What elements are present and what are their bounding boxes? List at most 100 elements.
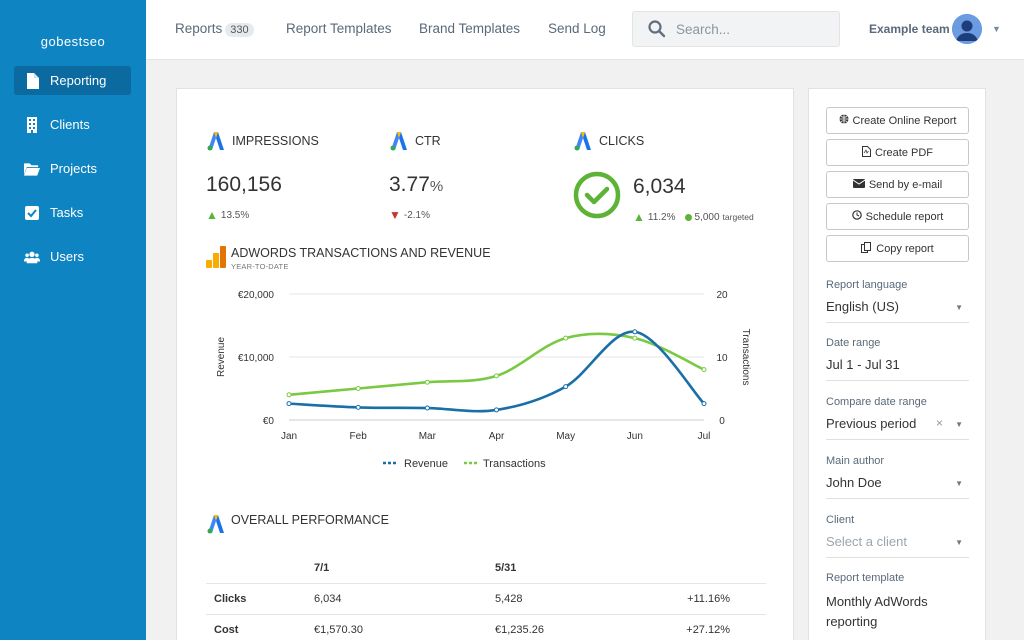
create-pdf-button[interactable]: Create PDF (826, 139, 969, 166)
main-author-select[interactable]: John Doe ▼ (826, 475, 969, 499)
x-tick-label: May (556, 431, 575, 442)
sidebar: gobestseo Reporting Clients Projects Tas… (0, 0, 146, 640)
x-tick-label: Jan (281, 431, 297, 442)
sidebar-nav: Reporting Clients Projects Tasks Users (14, 66, 131, 286)
clear-icon[interactable]: × (935, 416, 943, 430)
report-template-value[interactable]: Monthly AdWords reporting (826, 594, 928, 629)
report-template-field: Report template Monthly AdWords reportin… (826, 572, 969, 632)
sidebar-item-label: Reporting (50, 73, 107, 88)
chevron-down-icon: ▼ (955, 538, 963, 547)
sidebar-item-clients[interactable]: Clients (14, 110, 131, 139)
transactions-point (494, 373, 499, 379)
revenue-line (288, 330, 705, 413)
legend-label: Transactions (483, 458, 546, 470)
tab-reports[interactable]: Reports 330 (175, 21, 254, 37)
revenue-point (701, 401, 707, 407)
y2-axis-label: Transactions (740, 329, 751, 386)
field-placeholder: Select a client (826, 534, 907, 549)
copy-report-button[interactable]: Copy report (826, 235, 969, 262)
row-label: Clicks (206, 582, 314, 614)
field-label: Report template (826, 572, 905, 584)
performance-table: 7/1 5/31 Clicks 6,034 5,428 +11.16% Cost… (206, 553, 766, 640)
transactions-point (286, 392, 292, 398)
reports-count-badge: 330 (225, 23, 254, 37)
cell-value: 6,034 (314, 582, 495, 614)
revenue-point (424, 405, 430, 411)
search-icon (648, 20, 666, 38)
table-header: 7/1 (314, 561, 330, 574)
revenue-point (355, 404, 361, 410)
metric-change: -2.1% (403, 209, 431, 221)
sidebar-item-label: Clients (50, 117, 90, 132)
metric-change: 13.5% (220, 209, 250, 221)
sidebar-item-tasks[interactable]: Tasks (14, 198, 131, 227)
report-settings-panel: Create Online Report Create PDF Send by … (808, 88, 986, 640)
compare-date-range-select[interactable]: Previous period × ▼ (826, 416, 969, 440)
revenue-point (632, 329, 638, 335)
users-icon (24, 249, 40, 265)
field-label: Compare date range (826, 396, 927, 408)
button-label: Send by e-mail (868, 178, 943, 191)
tab-brand-templates[interactable]: Brand Templates (419, 21, 521, 36)
button-label: Schedule report (865, 210, 944, 223)
x-tick-label: Jun (627, 431, 643, 442)
globe-icon (839, 114, 849, 127)
metric-ctr: CTR 3.77% ▼ -2.1% (389, 131, 443, 222)
send-by-email-button[interactable]: Send by e-mail (826, 171, 969, 198)
report-language-field: Report language English (US) ▼ (826, 279, 969, 323)
schedule-report-button[interactable]: Schedule report (826, 203, 969, 230)
metric-value: 3.77 (389, 173, 430, 196)
field-value: Previous period (826, 416, 917, 431)
x-tick-label: Jul (698, 431, 711, 442)
report-language-select[interactable]: English (US) ▼ (826, 299, 969, 323)
field-value: English (US) (826, 299, 899, 314)
cell-value: €1,570.30 (314, 613, 495, 640)
table-header-row: 7/1 5/31 (206, 553, 766, 583)
chevron-down-icon: ▼ (955, 420, 963, 429)
team-name[interactable]: Example team (869, 22, 950, 36)
date-range-field: Date range Jul 1 - Jul 31 (826, 337, 969, 381)
sidebar-item-label: Projects (50, 161, 97, 176)
metric-change: 11.2% (647, 211, 676, 223)
cell-value: 5,428 (495, 582, 665, 614)
tab-send-log[interactable]: Send Log (548, 21, 606, 36)
report-panel: IMPRESSIONS 160,156 ▲ 13.5% CTR 3.77% ▼ -2… (176, 88, 794, 640)
chevron-down-icon: ▼ (955, 479, 963, 488)
sidebar-item-users[interactable]: Users (14, 242, 131, 271)
target-dot-icon (684, 213, 692, 221)
sidebar-item-label: Tasks (50, 205, 84, 220)
button-label: Create PDF (874, 146, 934, 159)
target-label: targeted (722, 212, 754, 222)
transactions-title: ADWORDS TRANSACTIONS AND REVENUE (231, 246, 491, 260)
cell-change: +27.12% (665, 613, 766, 640)
cell-change: +11.16% (665, 582, 766, 614)
tab-report-templates[interactable]: Report Templates (286, 21, 392, 36)
date-range-input[interactable]: Jul 1 - Jul 31 (826, 357, 969, 381)
table-row: Cost €1,570.30 €1,235.26 +27.12% (206, 613, 766, 640)
adwords-logo-icon (389, 131, 409, 151)
y2-tick-label: 10 (716, 353, 728, 364)
adwords-logo-icon (206, 514, 226, 539)
avatar[interactable] (952, 14, 982, 44)
field-value: Jul 1 - Jul 31 (826, 357, 900, 372)
x-tick-label: Apr (489, 431, 505, 442)
transactions-point (424, 379, 430, 385)
revenue-point (494, 407, 499, 413)
envelope-icon (852, 178, 866, 191)
field-value: John Doe (826, 475, 882, 490)
chevron-down-icon[interactable]: ▼ (992, 24, 1001, 34)
table-header (665, 553, 766, 583)
sidebar-item-projects[interactable]: Projects (14, 154, 131, 183)
create-online-report-button[interactable]: Create Online Report (826, 107, 969, 134)
transactions-point (563, 335, 569, 341)
y-axis-label: Revenue (216, 337, 227, 377)
field-label: Report language (826, 279, 908, 291)
sidebar-item-label: Users (50, 249, 84, 264)
sidebar-item-reporting[interactable]: Reporting (14, 66, 131, 95)
metric-unit: % (429, 178, 444, 195)
adwords-logo-icon (573, 131, 593, 151)
search-input[interactable] (676, 21, 826, 37)
client-select[interactable]: Select a client ▼ (826, 534, 969, 558)
metric-value: 6,034 (633, 175, 686, 198)
brand-name: gobestseo (40, 34, 106, 49)
